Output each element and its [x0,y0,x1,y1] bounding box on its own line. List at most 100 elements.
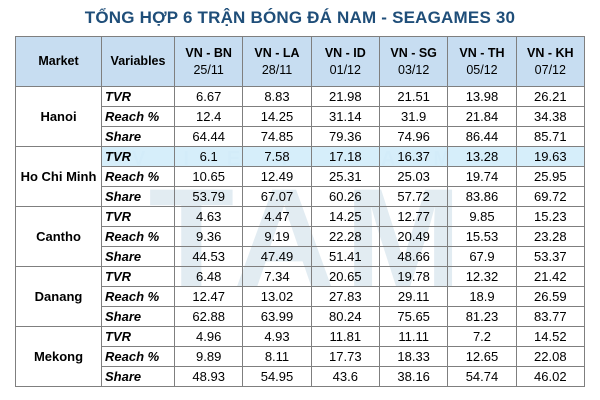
table-row: Reach % 12.47 13.02 27.83 29.11 18.9 26.59 [16,286,586,307]
variable-cell: TVR [101,86,175,107]
table-row: Reach % 10.65 12.49 25.31 25.03 19.74 25.95 [16,166,586,187]
value-cell: 67.9 [447,246,517,267]
value-cell: 11.81 [310,326,380,347]
value-cell: 9.89 [173,346,244,367]
value-cell: 25.31 [310,166,380,187]
value-cell: 25.95 [515,166,586,187]
variable-cell: TVR [101,206,175,227]
value-cell: 34.38 [515,106,586,127]
header-col-date: 07/12 [534,62,566,77]
value-cell: 13.98 [447,86,517,107]
value-cell: 12.47 [173,286,244,307]
value-cell: 19.63 [515,146,586,167]
value-cell: 4.93 [242,326,312,347]
market-cell: Hanoi [15,86,102,147]
header-col-match: VN - KH [527,45,574,60]
value-cell: 27.83 [310,286,380,307]
table-row: Mekong TVR 4.96 4.93 11.81 11.11 7.2 14.52 [15,326,586,387]
value-cell: 83.77 [515,306,586,327]
variable-cell: Reach % [101,346,175,367]
value-cell: 9.36 [173,226,244,247]
value-cell: 7.2 [447,326,517,347]
value-cell: 62.88 [173,306,244,327]
variable-cell: Share [101,186,175,207]
value-cell: 25.03 [378,166,449,187]
table-row: Reach % 9.36 9.19 22.28 20.49 15.53 23.28 [16,226,586,247]
table-row: Cantho TVR 4.63 4.47 14.25 12.77 9.85 15.23 [15,206,586,267]
table-row: Reach % 9.89 8.11 17.73 18.33 12.65 22.08 [16,346,586,367]
header-col: VN - LA 28/11 [242,36,312,87]
variable-cell: TVR [101,266,175,287]
header-col-date: 01/12 [329,62,361,77]
market-cell: Cantho [15,206,102,267]
table-row: Share 53.79 67.07 60.26 57.72 83.86 69.72 [16,186,586,207]
table-row: Share 48.93 54.95 43.6 38.16 54.74 46.02 [16,366,586,387]
value-cell: 12.65 [447,346,517,367]
header-col-date: 25/11 [193,62,224,77]
header-col: VN - TH 05/12 [447,36,517,87]
value-cell: 29.11 [378,286,449,307]
value-cell: 31.14 [310,106,380,127]
value-cell: 13.02 [242,286,312,307]
value-cell: 20.65 [310,266,380,287]
value-cell: 16.37 [378,146,449,167]
value-cell: 54.95 [242,366,312,387]
variable-cell: Share [101,306,175,327]
value-cell: 51.41 [310,246,380,267]
value-cell: 6.48 [173,266,244,287]
table-row: Danang TVR 6.48 7.34 20.65 19.78 12.32 21.42 [15,266,586,327]
value-cell: 8.11 [242,346,312,367]
header-row: Market Variables VN - BN 25/11 VN - LA 28/… [15,36,586,87]
header-col-date: 05/12 [466,62,498,77]
variable-cell: Reach % [101,286,175,307]
value-cell: 18.33 [378,346,449,367]
variable-cell: Reach % [101,106,175,127]
table-row: Reach % 12.4 14.25 31.14 31.9 21.84 34.38 [16,106,586,127]
header-col: VN - KH 07/12 [515,36,586,87]
value-cell: 57.72 [378,186,449,207]
header-col: VN - SG 03/12 [378,36,449,87]
value-cell: 12.49 [242,166,312,187]
value-cell: 74.85 [242,126,312,147]
value-cell: 75.65 [378,306,449,327]
value-cell: 18.9 [447,286,517,307]
value-cell: 22.28 [310,226,380,247]
value-cell: 63.99 [242,306,312,327]
variable-cell: Reach % [101,226,175,247]
variable-cell: Share [101,366,175,387]
header-col-date: 28/11 [261,62,293,77]
value-cell: 8.83 [242,86,312,107]
value-cell: 22.08 [515,346,586,367]
value-cell: 54.74 [447,366,517,387]
value-cell: 85.71 [515,126,586,147]
value-cell: 9.19 [242,226,312,247]
value-cell: 10.65 [173,166,244,187]
value-cell: 83.86 [447,186,517,207]
value-cell: 67.07 [242,186,312,207]
value-cell: 21.98 [310,86,380,107]
value-cell: 38.16 [378,366,449,387]
value-cell: 14.25 [242,106,312,127]
value-cell: 43.6 [310,366,380,387]
value-cell: 23.28 [515,226,586,247]
ratings-table: Market Variables VN - BN 25/11 VN - LA 28/… [15,36,586,387]
value-cell: 4.96 [173,326,244,347]
value-cell: 64.44 [173,126,244,147]
value-cell: 12.77 [378,206,449,227]
value-cell: 46.02 [515,366,586,387]
value-cell: 4.63 [173,206,244,227]
value-cell: 9.85 [447,206,517,227]
header-col: VN - ID 01/12 [310,36,380,87]
value-cell: 53.79 [173,186,244,207]
value-cell: 19.74 [447,166,517,187]
value-cell: 14.52 [515,326,586,347]
value-cell: 86.44 [447,126,517,147]
market-cell: Mekong [15,326,102,387]
value-cell: 60.26 [310,186,380,207]
header-col: VN - BN 25/11 [173,36,244,87]
value-cell: 6.1 [173,146,244,167]
table-row: Share 64.44 74.85 79.36 74.96 86.44 85.71 [16,126,586,147]
value-cell: 21.84 [447,106,517,127]
market-cell: Danang [15,266,102,327]
variable-cell: Share [101,246,175,267]
